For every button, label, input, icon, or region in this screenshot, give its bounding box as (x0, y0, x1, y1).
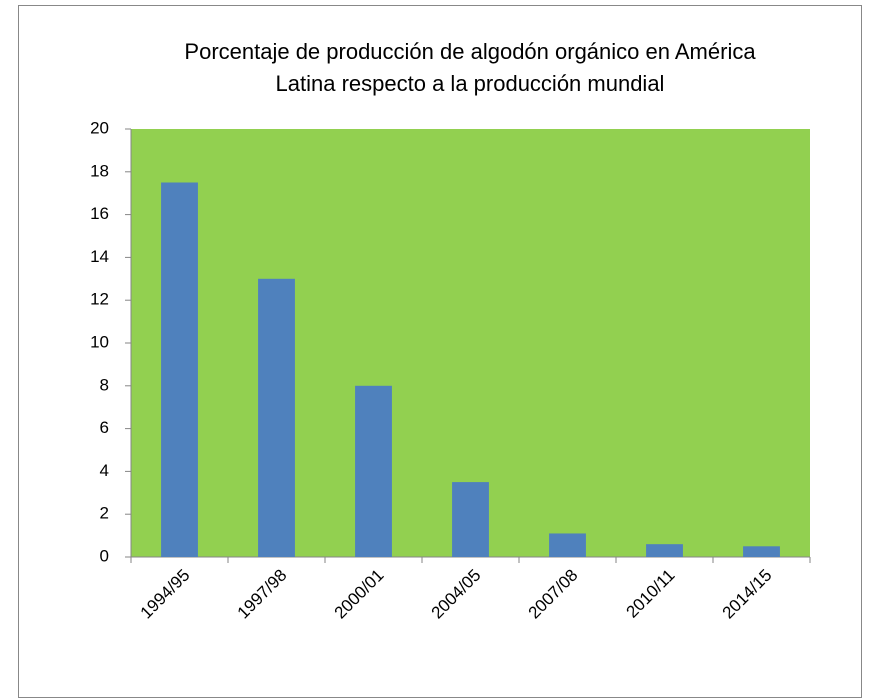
y-tick-label: 2 (100, 504, 109, 523)
y-tick-label: 20 (90, 118, 109, 137)
bar (258, 278, 295, 557)
bar (452, 482, 489, 557)
y-tick-label: 12 (90, 290, 109, 309)
bar (161, 182, 198, 557)
y-tick-label: 18 (90, 161, 109, 180)
y-tick-label: 0 (100, 546, 109, 565)
y-tick-label: 14 (90, 247, 109, 266)
bar (743, 546, 780, 557)
chart-title: Porcentaje de producción de algodón orgá… (184, 39, 756, 96)
y-tick-label: 10 (90, 332, 109, 351)
y-tick-label: 16 (90, 204, 109, 223)
bar (646, 544, 683, 557)
bar (549, 533, 586, 557)
y-tick-label: 6 (100, 418, 109, 437)
y-tick-label: 8 (100, 375, 109, 394)
bar (355, 385, 392, 557)
y-tick-label: 4 (100, 461, 109, 480)
